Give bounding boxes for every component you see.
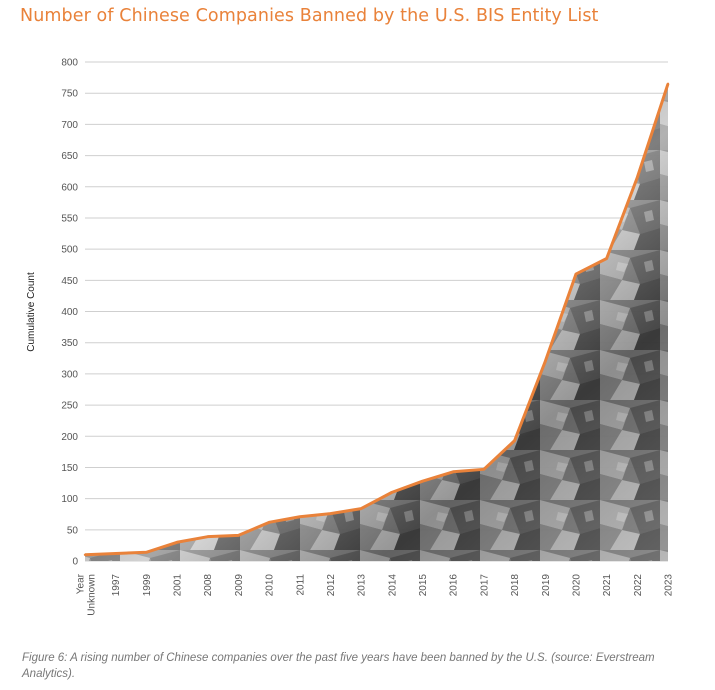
y-tick-label: 650 xyxy=(61,151,78,162)
data-point xyxy=(298,515,301,518)
series-path xyxy=(84,83,670,557)
y-tick-label: 50 xyxy=(67,525,79,536)
x-tick-label: 2019 xyxy=(541,574,552,597)
data-point xyxy=(513,439,516,442)
series-line xyxy=(83,82,670,557)
x-tick-label: 2018 xyxy=(510,574,521,597)
data-point xyxy=(421,479,424,483)
data-point xyxy=(175,541,179,544)
y-tick-label: 350 xyxy=(61,338,78,349)
y-tick-label: 500 xyxy=(61,245,78,256)
data-point xyxy=(605,257,608,260)
chart-title: Number of Chinese Companies Banned by th… xyxy=(20,6,599,26)
y-tick-label: 750 xyxy=(61,89,78,100)
x-tick-label: 2015 xyxy=(418,574,429,597)
data-point xyxy=(636,176,639,179)
y-tick-label: 450 xyxy=(61,276,78,287)
y-tick-label: 150 xyxy=(61,463,78,474)
x-tick-label: 2020 xyxy=(571,574,582,597)
gridlines xyxy=(85,61,668,562)
area-fill xyxy=(85,83,668,562)
x-tick-label: 2008 xyxy=(203,574,214,597)
y-tick-label: 100 xyxy=(61,494,78,505)
data-point xyxy=(114,552,117,555)
data-point xyxy=(666,82,670,86)
x-tick-label: YearUnknown xyxy=(76,573,98,615)
x-tick-label: 2022 xyxy=(633,574,644,597)
data-point xyxy=(544,360,547,363)
data-point xyxy=(482,468,486,471)
x-tick-label: 2013 xyxy=(357,574,368,597)
x-tick-label: 2021 xyxy=(602,574,613,597)
data-point xyxy=(83,553,87,556)
x-tick-label: 2016 xyxy=(449,574,460,597)
x-tick-label: 2023 xyxy=(664,574,675,597)
data-point xyxy=(206,535,209,538)
data-point xyxy=(452,470,455,474)
x-axis-ticks: YearUnknown 1997 1999 2001 2008 2009 2010 2011 2… xyxy=(76,573,675,615)
y-tick-label: 200 xyxy=(61,432,78,443)
y-tick-label: 300 xyxy=(61,369,78,380)
y-tick-label: 700 xyxy=(61,120,78,131)
data-point xyxy=(359,507,363,510)
data-point xyxy=(267,521,271,524)
x-tick-label: 2001 xyxy=(173,574,184,597)
data-point xyxy=(145,551,148,554)
x-tick-label: 2011 xyxy=(295,574,306,596)
x-tick-label: 2010 xyxy=(265,574,276,597)
data-point xyxy=(237,534,240,537)
data-point xyxy=(329,512,332,515)
y-tick-label: 400 xyxy=(61,307,78,318)
data-point xyxy=(574,272,578,276)
x-tick-label: 1997 xyxy=(111,574,122,597)
x-tick-label: 1999 xyxy=(142,574,153,597)
line-chart: 0 50 100 150 200 250 300 350 400 450 500 550 600 650 7… xyxy=(26,58,675,616)
data-point xyxy=(390,491,394,494)
y-tick-label: 250 xyxy=(61,401,78,412)
figure-caption: Figure 6: A rising number of Chinese com… xyxy=(22,652,655,680)
x-tick-label: 2017 xyxy=(479,574,490,597)
y-tick-label: 0 xyxy=(72,557,78,568)
y-tick-label: 800 xyxy=(61,58,78,69)
y-tick-label: 600 xyxy=(61,182,78,193)
x-tick-label: 2014 xyxy=(387,574,398,597)
x-tick-label: 2009 xyxy=(234,574,245,597)
y-axis-label: Cumulative Count xyxy=(26,272,37,352)
x-tick-label: 2012 xyxy=(326,574,337,597)
area-shading xyxy=(85,83,668,562)
y-tick-label: 550 xyxy=(61,213,78,224)
y-axis-ticks: 0 50 100 150 200 250 300 350 400 450 500 550 600 650 7… xyxy=(61,58,78,568)
